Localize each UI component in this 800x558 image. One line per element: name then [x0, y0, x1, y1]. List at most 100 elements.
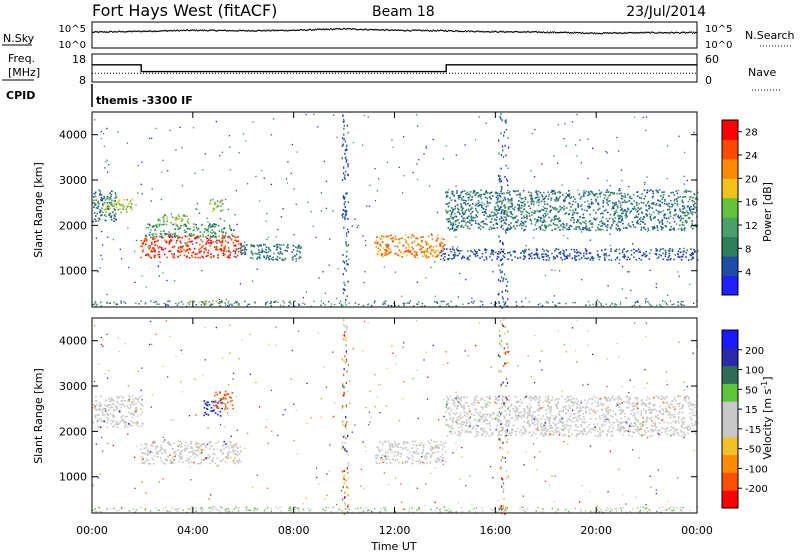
heatmap-cell	[516, 222, 518, 224]
heatmap-cell	[679, 248, 681, 250]
heatmap-noise	[175, 303, 176, 304]
heatmap-noise	[387, 162, 388, 163]
heatmap-ground	[249, 304, 250, 305]
heatmap-noise	[237, 224, 238, 225]
heatmap-ground	[368, 303, 369, 304]
heatmap-cell	[222, 240, 224, 242]
heatmap-cell	[292, 251, 294, 253]
heatmap-cell	[625, 227, 627, 229]
heatmap-cell	[230, 442, 232, 444]
heatmap-noise	[329, 265, 330, 266]
heatmap-noise	[141, 162, 142, 163]
heatmap-cell	[234, 256, 236, 258]
colorbar-segment	[722, 237, 738, 257]
heatmap-ground	[456, 305, 457, 306]
heatmap-cell	[533, 204, 535, 206]
heatmap-cell	[165, 463, 167, 465]
heatmap-cell	[473, 253, 475, 255]
heatmap-cell	[531, 195, 533, 197]
nsky-point	[182, 30, 183, 31]
heatmap-cell	[612, 192, 614, 194]
heatmap-cell	[174, 235, 176, 237]
heatmap-cell	[104, 203, 106, 205]
heatmap-noise	[197, 203, 198, 204]
heatmap-noise	[530, 170, 531, 171]
heatmap-cell	[118, 396, 120, 398]
heatmap-cell	[204, 231, 206, 233]
heatmap-ground	[504, 304, 505, 305]
heatmap-cell	[419, 463, 421, 465]
heatmap-ground	[462, 304, 463, 305]
heatmap-noise	[224, 220, 225, 221]
heatmap-cell	[198, 447, 200, 449]
power-y-axis-label: Slant Range [km]	[32, 162, 45, 258]
heatmap-cell	[624, 215, 626, 217]
heatmap-noise	[142, 193, 143, 194]
heatmap-cell	[119, 208, 121, 210]
heatmap-cell	[570, 220, 572, 222]
heatmap-cell	[626, 201, 628, 203]
heatmap-noise	[525, 211, 526, 212]
heatmap-noise	[102, 259, 103, 260]
heatmap-cell	[582, 227, 584, 229]
heatmap-cell	[180, 458, 182, 460]
heatmap-cell	[216, 301, 218, 303]
heatmap-cell	[633, 194, 635, 196]
heatmap-noise	[336, 298, 337, 299]
heatmap-cell	[684, 196, 686, 198]
heatmap-cell	[605, 209, 607, 211]
heatmap-cell	[475, 220, 477, 222]
heatmap-cell	[141, 240, 143, 242]
heatmap-cell	[489, 229, 491, 231]
heatmap-cell	[468, 199, 470, 201]
heatmap-cell	[235, 244, 237, 246]
heatmap-cell	[655, 253, 657, 255]
heatmap-cell	[483, 220, 485, 222]
heatmap-cell	[589, 214, 591, 216]
heatmap-cell	[187, 219, 189, 221]
heatmap-ground	[115, 303, 116, 304]
heatmap-cell	[105, 400, 107, 402]
heatmap-spike	[344, 198, 345, 200]
heatmap-noise	[325, 293, 326, 294]
heatmap-cell	[433, 441, 435, 443]
heatmap-cell	[507, 258, 509, 260]
heatmap-noise	[158, 219, 159, 220]
heatmap-cell	[389, 447, 391, 449]
heatmap-cell	[485, 197, 487, 199]
heatmap-cell	[98, 426, 100, 428]
heatmap-ground	[227, 305, 228, 306]
heatmap-spike	[507, 184, 508, 186]
heatmap-ground	[565, 303, 566, 304]
heatmap-cell	[126, 208, 128, 210]
heatmap-cell	[542, 229, 544, 231]
heatmap-cell	[273, 253, 275, 255]
heatmap-spike	[345, 299, 346, 301]
heatmap-cell	[402, 463, 404, 465]
heatmap-cell	[149, 234, 151, 236]
heatmap-ground	[666, 304, 667, 305]
nsky-point	[352, 28, 353, 29]
heatmap-cell	[95, 215, 97, 217]
heatmap-cell	[279, 257, 281, 259]
heatmap-cell	[149, 224, 151, 226]
nsky-point	[158, 31, 159, 32]
heatmap-cell	[184, 445, 186, 447]
heatmap-cell	[677, 205, 679, 207]
heatmap-cell	[230, 252, 232, 254]
colorbar-tick-label: 28	[745, 128, 758, 139]
heatmap-cell	[205, 247, 207, 249]
heatmap-cell	[439, 459, 441, 461]
heatmap-cell	[445, 451, 447, 453]
heatmap-cell	[233, 250, 235, 252]
heatmap-cell	[544, 230, 546, 232]
heatmap-cell	[109, 202, 111, 204]
heatmap-cell	[553, 190, 555, 192]
heatmap-ground	[196, 304, 197, 305]
heatmap-cell	[614, 204, 616, 206]
heatmap-cell	[111, 194, 113, 196]
heatmap-cell	[531, 214, 533, 216]
heatmap-cell	[150, 463, 152, 465]
heatmap-cell	[533, 213, 535, 215]
